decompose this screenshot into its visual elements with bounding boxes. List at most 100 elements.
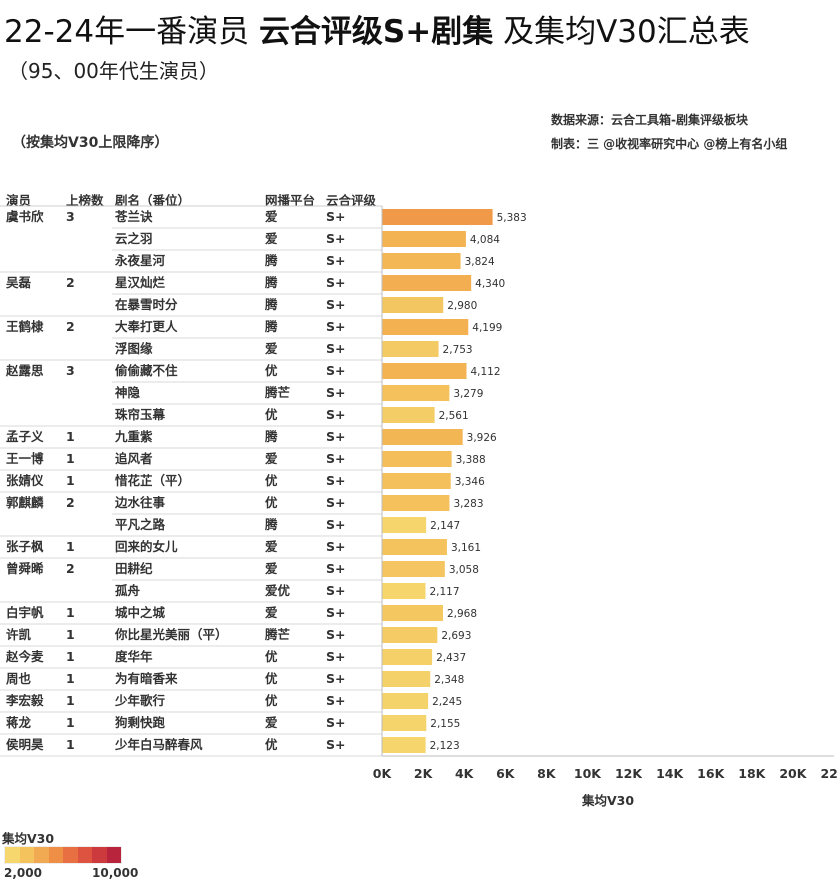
rating-value: S+ [326, 363, 345, 378]
x-tick-label: 6K [496, 766, 516, 781]
legend-min-label: 2,000 [4, 866, 42, 880]
chart-count: 1 [66, 451, 75, 466]
drama-name: 永夜星河 [114, 253, 166, 268]
x-tick-label: 14K [656, 766, 684, 781]
data-label: 2,437 [436, 652, 466, 664]
actor-name: 李宏毅 [5, 693, 44, 708]
x-tick-label: 0K [373, 766, 393, 781]
platform-value: 优 [265, 407, 278, 422]
chart-count: 2 [66, 495, 75, 510]
rating-value: S+ [326, 209, 345, 224]
actor-name: 虞书欣 [6, 209, 44, 224]
x-tick-label: 16K [697, 766, 725, 781]
actor-name: 孟子义 [6, 429, 44, 444]
rating-value: S+ [326, 517, 345, 532]
legend-swatch [19, 847, 34, 863]
bar [382, 649, 433, 665]
rating-value: S+ [326, 539, 345, 554]
platform-value: 腾 [264, 253, 278, 268]
actor-name: 郭麒麟 [6, 495, 44, 510]
chart-count: 1 [66, 715, 75, 730]
bar [382, 583, 426, 599]
data-label: 2,753 [443, 344, 473, 356]
actor-name: 白宇帆 [6, 605, 44, 620]
bar [382, 407, 435, 423]
x-tick-label: 2K [414, 766, 434, 781]
title-bold: 云合评级S+剧集 [258, 14, 494, 50]
bar [382, 231, 466, 247]
rating-value: S+ [326, 429, 345, 444]
drama-name: 偷偷藏不住 [115, 363, 178, 378]
chart-count: 1 [66, 737, 75, 752]
platform-value: 优 [265, 649, 278, 664]
column-header-drama: 剧名（番位） [115, 193, 191, 208]
actor-name: 曾舜晞 [6, 561, 44, 576]
bar [382, 429, 463, 445]
drama-name: 在暴雪时分 [115, 297, 178, 312]
chart-count: 3 [66, 209, 75, 224]
x-axis-title: 集均V30 [582, 793, 635, 808]
data-label: 3,926 [467, 432, 497, 444]
rating-value: S+ [326, 495, 345, 510]
data-label: 3,283 [453, 498, 483, 510]
drama-name: 少年歌行 [114, 693, 166, 708]
data-label: 2,968 [447, 608, 477, 620]
data-label: 3,058 [449, 564, 479, 576]
rating-value: S+ [326, 627, 345, 642]
bar [382, 495, 450, 511]
rating-value: S+ [326, 693, 345, 708]
x-tick-label: 10K [574, 766, 602, 781]
page-title: 22-24年一番演员 云合评级S+剧集 及集均V30汇总表 [4, 6, 750, 51]
bar [382, 473, 451, 489]
chart-count: 1 [66, 649, 75, 664]
platform-value: 腾 [264, 275, 278, 290]
drama-name: 为有暗香来 [115, 671, 178, 686]
chart-count: 1 [66, 429, 75, 444]
platform-value: 爱优 [265, 583, 291, 598]
bar [382, 539, 447, 555]
platform-value: 优 [265, 495, 278, 510]
data-label: 2,980 [447, 300, 477, 312]
rating-value: S+ [326, 583, 345, 598]
platform-value: 优 [265, 363, 278, 378]
data-label: 2,348 [434, 674, 464, 686]
x-tick-label: 22K [820, 766, 837, 781]
drama-name: 追风者 [115, 451, 153, 466]
legend-swatch [63, 847, 78, 863]
actor-name: 王鹤棣 [6, 319, 44, 334]
drama-name: 浮图缘 [115, 341, 153, 356]
bar [382, 517, 427, 533]
rating-value: S+ [326, 561, 345, 576]
x-tick-label: 8K [537, 766, 557, 781]
bar [382, 605, 443, 621]
column-header-count: 上榜数 [66, 193, 104, 208]
legend-title: 集均V30 [2, 831, 55, 846]
actor-name: 周也 [6, 671, 32, 686]
rating-value: S+ [326, 275, 345, 290]
chart-count: 3 [66, 363, 75, 378]
chart-count: 1 [66, 539, 75, 554]
x-tick-label: 18K [738, 766, 766, 781]
x-tick-label: 20K [779, 766, 807, 781]
drama-name: 神隐 [115, 385, 141, 400]
drama-name: 回来的女儿 [115, 539, 178, 554]
drama-name: 少年白马醉春风 [114, 737, 203, 752]
drama-name: 大奉打更人 [115, 319, 178, 334]
author-note: 制表：三 @收视率研究中心 @榜上有名小组 [551, 137, 788, 151]
rating-value: S+ [326, 671, 345, 686]
drama-name: 云之羽 [115, 231, 153, 246]
actor-name: 张子枫 [6, 539, 44, 554]
data-label: 4,340 [475, 278, 505, 290]
legend-swatch [92, 847, 107, 863]
rating-value: S+ [326, 341, 345, 356]
drama-name: 狗剩快跑 [114, 715, 166, 730]
actor-name: 赵今麦 [5, 649, 44, 664]
actor-name: 张婧仪 [6, 473, 44, 488]
platform-value: 优 [265, 671, 278, 686]
rating-value: S+ [326, 737, 345, 752]
chart-count: 1 [66, 627, 75, 642]
data-label: 2,561 [439, 410, 469, 422]
data-label: 3,346 [455, 476, 485, 488]
platform-value: 腾芒 [264, 385, 291, 400]
rating-value: S+ [326, 605, 345, 620]
